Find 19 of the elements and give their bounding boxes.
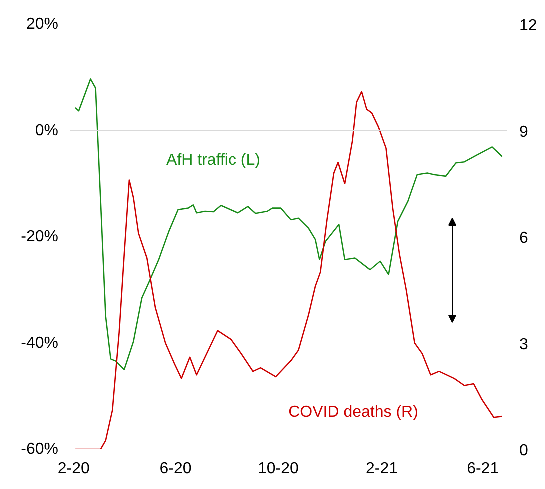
x-tick-label: 6-20 <box>160 460 192 478</box>
y2-tick-label: 12 <box>520 18 538 34</box>
x-tick-label: 2-20 <box>58 460 90 478</box>
series-label: COVID deaths (R) <box>288 404 418 421</box>
x-tick-label: 2-21 <box>366 460 398 478</box>
y-tick-label: 0% <box>35 122 58 140</box>
line-series <box>74 91 504 450</box>
y2-tick-label: 6 <box>520 230 528 247</box>
y-tick-label: 20% <box>26 16 59 33</box>
x-tick-label: 10-20 <box>258 460 300 478</box>
y-tick-label: -40% <box>21 334 59 352</box>
y2-tick-label: 9 <box>520 124 528 141</box>
y2-tick-label: 0 <box>520 442 528 460</box>
line-series <box>74 78 504 370</box>
y-tick-label: -20% <box>21 228 59 246</box>
y-tick-label: -60% <box>21 441 59 458</box>
x-tick-label: 6-21 <box>467 460 500 478</box>
text: AfH traffic (L) <box>166 152 260 169</box>
y2-tick-label: 3 <box>520 336 528 354</box>
